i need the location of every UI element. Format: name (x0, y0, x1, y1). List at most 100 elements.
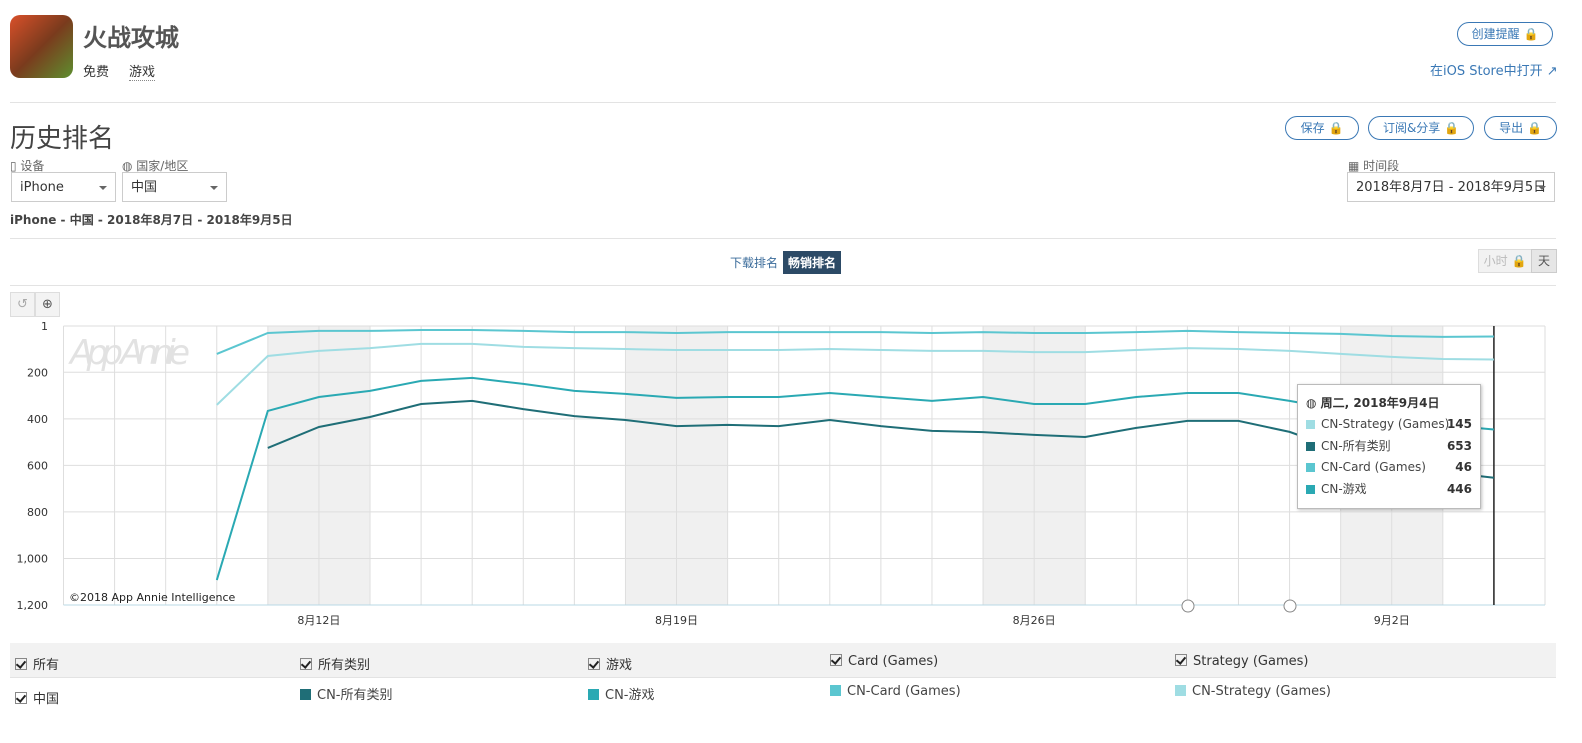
tooltip-row: CN-Strategy (Games) 145 (1306, 415, 1472, 433)
app-name: 火战攻城 (83, 24, 179, 52)
divider (10, 102, 1556, 103)
filter-label: 所有 (33, 658, 60, 673)
tooltip-value: 46 (1455, 460, 1472, 474)
export-button[interactable]: 导出 🔒 (1484, 116, 1557, 140)
legend-swatch (1175, 685, 1186, 696)
y-tick-label: 600 (27, 459, 48, 472)
period-label-text: 时间段 (1363, 159, 1400, 173)
tooltip-value: 145 (1446, 417, 1472, 431)
save-button[interactable]: 保存 🔒 (1285, 116, 1359, 140)
hour-toggle[interactable]: 小时 🔒 (1478, 249, 1532, 273)
device-label: ▯ 设备 (10, 159, 45, 173)
tooltip-swatch (1306, 463, 1315, 472)
tooltip-swatch (1306, 420, 1315, 429)
section-title: 历史排名 (10, 124, 115, 154)
credit: ©2018 App Annie Intelligence (69, 591, 236, 604)
summary: iPhone - 中国 - 2018年8月7日 - 2018年9月5日 (10, 213, 293, 227)
app-icon (10, 15, 73, 78)
share-button[interactable]: 订阅&分享 🔒 (1368, 116, 1474, 140)
series-line (216, 329, 1494, 355)
legend-label: CN-游戏 (605, 688, 655, 703)
checkbox (15, 658, 27, 670)
legend-item[interactable]: CN-Strategy (Games) (1175, 684, 1331, 699)
store-link[interactable]: 在iOS Store中打开 ↗ (1430, 64, 1558, 79)
alert-label: 创建提醒 (1471, 27, 1520, 41)
divider (10, 238, 1556, 239)
device-select[interactable]: iPhone (11, 172, 116, 202)
button-label: 订阅&分享 (1382, 121, 1441, 135)
zoom-button[interactable]: ⊕ (35, 292, 60, 317)
filter-checkbox[interactable]: 游戏 (588, 654, 632, 673)
country-label-text: 国家/地区 (136, 159, 189, 173)
checkbox (830, 654, 842, 666)
checkbox (15, 692, 27, 704)
button-label: 导出 (1499, 121, 1524, 135)
watermark: App Annie (68, 333, 190, 373)
device-label-text: 设备 (20, 159, 45, 173)
series-line (215, 376, 1494, 581)
series-line (267, 399, 1495, 479)
tooltip-row: CN-游戏 446 (1306, 480, 1472, 498)
y-tick-label: 1,200 (17, 599, 49, 612)
legend-label: CN-所有类别 (317, 688, 393, 703)
x-tick-label: 8月19日 (655, 614, 698, 627)
series-line (216, 342, 1494, 406)
y-tick-label: 200 (27, 366, 48, 379)
app-price: 免费 (83, 65, 110, 80)
checkbox (588, 658, 600, 670)
y-tick-label: 1,000 (17, 552, 49, 565)
filter-label: Strategy (Games) (1193, 654, 1309, 669)
tooltip-series: CN-Card (Games) (1321, 460, 1426, 474)
filter-checkbox[interactable]: Strategy (Games) (1175, 654, 1308, 669)
tooltip-series: CN-游戏 (1321, 481, 1367, 496)
tab[interactable]: 下载排名 (730, 256, 779, 270)
y-tick-label: 400 (27, 413, 48, 426)
legend-swatch (588, 689, 599, 700)
legend-item[interactable]: CN-Card (Games) (830, 684, 961, 699)
tooltip-series: CN-Strategy (Games) (1321, 417, 1450, 431)
button-label: 保存 (1300, 121, 1325, 135)
filter-label: 游戏 (606, 658, 633, 673)
filter-label: 所有类别 (318, 658, 371, 673)
tooltip-swatch (1306, 484, 1315, 494)
filter-checkbox[interactable]: Card (Games) (830, 654, 938, 669)
x-tick-label: 9月2日 (1374, 614, 1410, 627)
tooltip-swatch (1306, 441, 1315, 451)
filter-checkbox[interactable]: 所有类别 (300, 654, 370, 673)
checkbox (1175, 654, 1187, 666)
legend-item[interactable]: CN-所有类别 (300, 684, 393, 703)
y-tick-label: 1 (41, 320, 48, 333)
tooltip: ◍ 周二, 2018年9月4日 CN-Strategy (Games) 145 CN… (1297, 384, 1481, 509)
event-pin (1283, 599, 1297, 613)
tooltip-value: 653 (1446, 438, 1472, 453)
tooltip-title: ◍ 周二, 2018年9月4日 (1306, 396, 1440, 410)
legend-swatch (300, 689, 311, 700)
day-toggle[interactable]: 天 (1531, 249, 1557, 273)
country-label: ◍ 国家/地区 (122, 159, 189, 173)
filter-label: Card (Games) (848, 654, 939, 669)
country-checkbox[interactable]: 中国 (15, 688, 59, 707)
app-category[interactable]: 游戏 (129, 61, 156, 81)
event-pin (1181, 599, 1195, 613)
alert-button[interactable]: 创建提醒 🔒 (1457, 22, 1553, 46)
country-label: 中国 (33, 692, 60, 707)
period-label: ▦ 时间段 (1348, 159, 1400, 173)
legend-swatch (830, 685, 841, 696)
y-tick-label: 800 (27, 506, 48, 519)
reset-button[interactable]: ↺ (10, 292, 35, 317)
divider (10, 285, 1556, 286)
tooltip-title-text: 周二, 2018年9月4日 (1320, 396, 1440, 410)
legend-item[interactable]: CN-游戏 (588, 684, 655, 703)
period-select[interactable]: 2018年8月7日 - 2018年9月5日 (1347, 172, 1555, 202)
filter-checkbox[interactable]: 所有 (15, 654, 59, 673)
store-link-text: 在iOS Store中打开 (1430, 64, 1543, 79)
x-tick-label: 8月12日 (297, 614, 340, 627)
legend-label: CN-Strategy (Games) (1192, 684, 1331, 699)
country-select[interactable]: 中国 (122, 172, 227, 202)
x-tick-label: 8月26日 (1013, 614, 1056, 627)
divider (10, 677, 1556, 678)
tab-active[interactable]: 畅销排名 (783, 251, 842, 274)
tooltip-value: 446 (1446, 481, 1472, 496)
